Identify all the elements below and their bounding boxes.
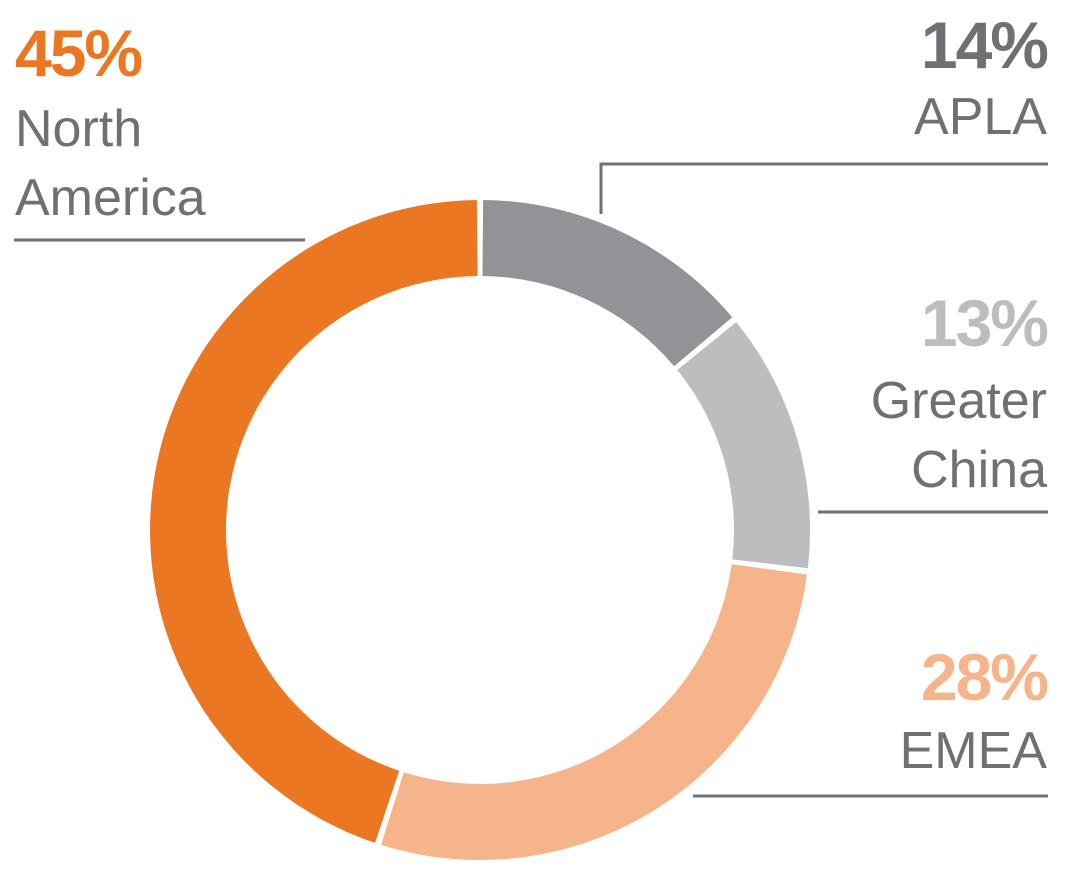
- slice-north-america: [150, 200, 478, 843]
- slice-greater-china: [677, 322, 810, 569]
- category-label-greater-china-2: China: [911, 441, 1047, 499]
- leader-lines-group: [14, 162, 1048, 798]
- slice-apla: [482, 200, 733, 367]
- category-label-north-america-2: America: [15, 169, 206, 227]
- category-label-apla-1: APLA: [914, 88, 1047, 146]
- slices-group: [150, 200, 810, 860]
- slice-emea: [381, 564, 807, 860]
- leader-line-apla: [599, 162, 1048, 214]
- labels-group: 14% APLA 13% Greater China 28% EMEA 45% North Ame…: [15, 8, 1049, 780]
- category-label-greater-china-1: Greater: [871, 372, 1047, 430]
- value-label-apla: 14%: [921, 8, 1047, 82]
- category-label-north-america-1: North: [15, 100, 142, 158]
- value-label-north-america: 45%: [15, 16, 141, 90]
- value-label-emea: 28%: [921, 640, 1047, 714]
- value-label-greater-china: 13%: [921, 286, 1047, 360]
- category-label-emea-1: EMEA: [900, 722, 1048, 780]
